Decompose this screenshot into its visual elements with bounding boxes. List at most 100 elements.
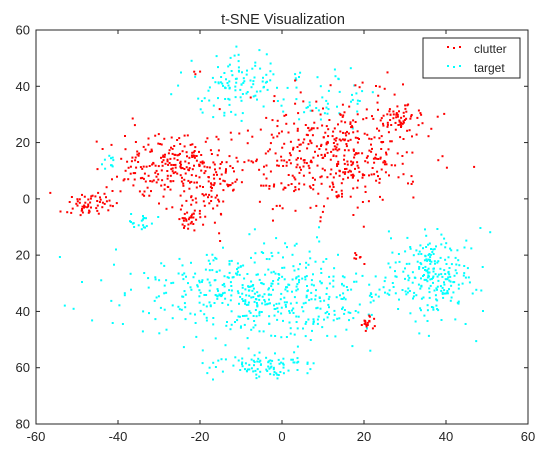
clutter-point: [183, 190, 186, 193]
target-point: [250, 328, 253, 331]
clutter-point: [212, 173, 215, 176]
target-point: [247, 301, 250, 304]
clutter-point: [287, 131, 290, 134]
clutter-point: [441, 155, 444, 158]
clutter-point: [210, 182, 212, 185]
clutter-point: [199, 70, 202, 73]
target-point: [299, 263, 301, 266]
clutter-point: [190, 154, 193, 157]
target-point: [268, 315, 271, 318]
target-point: [229, 328, 232, 331]
target-point: [212, 116, 215, 119]
clutter-point: [387, 131, 390, 134]
clutter-point: [298, 166, 301, 169]
clutter-point: [293, 176, 296, 179]
clutter-point: [350, 170, 352, 173]
clutter-point: [436, 115, 439, 118]
target-point: [201, 111, 204, 114]
target-point: [170, 93, 173, 96]
clutter-point: [347, 171, 350, 174]
target-point: [180, 308, 183, 311]
clutter-point: [402, 121, 405, 124]
y-tick-label: 40: [16, 79, 30, 94]
target-point: [270, 271, 273, 274]
target-point: [226, 276, 229, 279]
target-point: [256, 368, 259, 371]
clutter-point: [76, 198, 79, 201]
target-point: [252, 315, 255, 317]
target-point: [394, 270, 396, 273]
y-tick-label: 80: [16, 417, 30, 432]
clutter-point: [129, 172, 132, 175]
target-point: [256, 98, 258, 101]
target-point: [406, 291, 409, 294]
target-point: [355, 280, 358, 283]
target-point: [170, 282, 173, 285]
target-point: [264, 300, 267, 303]
clutter-point: [160, 156, 162, 159]
target-point: [351, 93, 353, 96]
target-point: [274, 308, 277, 310]
clutter-point: [356, 161, 359, 164]
target-point: [227, 84, 230, 87]
target-point: [230, 70, 233, 72]
target-point: [155, 296, 158, 299]
clutter-point: [221, 161, 223, 164]
clutter-point: [349, 138, 352, 141]
clutter-point: [163, 155, 166, 158]
clutter-point: [332, 142, 335, 144]
clutter-point: [169, 180, 172, 183]
clutter-point: [338, 138, 341, 141]
target-point: [238, 302, 240, 305]
target-point: [328, 306, 330, 309]
target-point: [325, 293, 328, 295]
target-point: [212, 378, 214, 381]
target-point: [430, 277, 433, 280]
target-point: [391, 251, 394, 254]
target-point: [414, 320, 417, 323]
clutter-point: [150, 190, 152, 193]
clutter-point: [222, 200, 225, 203]
clutter-point: [317, 154, 319, 157]
clutter-point: [142, 165, 145, 168]
target-point: [239, 369, 242, 371]
target-point: [420, 285, 423, 288]
target-point: [111, 322, 114, 324]
target-point: [205, 319, 208, 322]
clutter-point: [226, 183, 229, 186]
clutter-point: [303, 161, 306, 164]
target-point: [278, 362, 281, 365]
target-point: [246, 337, 249, 340]
clutter-point: [305, 162, 308, 165]
clutter-point: [380, 117, 383, 120]
clutter-point: [370, 173, 373, 176]
target-point: [446, 278, 449, 281]
clutter-point: [220, 173, 223, 176]
target-point: [260, 251, 263, 254]
clutter-point: [259, 128, 262, 131]
clutter-point: [222, 179, 225, 182]
target-point: [345, 286, 348, 288]
clutter-point: [402, 173, 405, 176]
clutter-point: [343, 111, 346, 114]
clutter-point: [200, 169, 203, 172]
clutter-point: [122, 179, 125, 182]
target-point: [272, 288, 274, 291]
target-point: [481, 266, 484, 268]
clutter-point: [205, 193, 207, 196]
clutter-point: [201, 193, 204, 196]
target-point: [436, 261, 439, 264]
clutter-point: [89, 197, 92, 200]
target-point: [253, 261, 256, 264]
target-point: [239, 265, 242, 268]
clutter-point: [268, 185, 271, 187]
clutter-point: [105, 186, 108, 189]
clutter-point: [302, 174, 305, 177]
clutter-point: [158, 202, 160, 205]
target-point: [241, 365, 244, 368]
clutter-point: [217, 198, 220, 201]
clutter-point: [162, 154, 165, 157]
target-point: [248, 233, 251, 236]
clutter-point: [179, 143, 182, 145]
clutter-point: [157, 178, 160, 181]
